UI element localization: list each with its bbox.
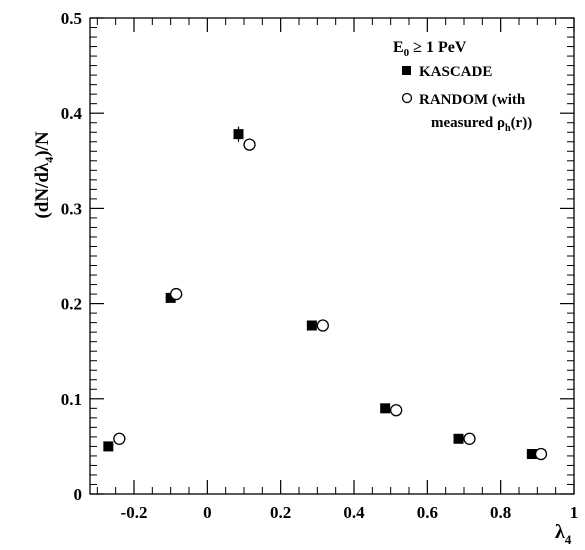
kascade-point [165, 292, 176, 303]
kascade-point [306, 320, 317, 331]
kascade-point [526, 449, 537, 460]
x-tick-label: 0.6 [417, 503, 438, 522]
legend-random-label-line2: measured ρh(r)) [431, 115, 532, 134]
kascade-point [453, 433, 464, 444]
random-point [170, 287, 183, 301]
x-axis-label: λ4 [555, 521, 572, 547]
legend-random-marker [401, 92, 413, 104]
legend-title: E0 ≥ 1 PeV [393, 39, 467, 59]
y-tick-label: 0.2 [61, 295, 82, 314]
y-axis-label-subscript: 4 [42, 157, 56, 163]
legend-title-e: E [393, 39, 404, 56]
y-axis-label-prefix: (dN/dλ [32, 162, 53, 218]
legend-title-rest: ≥ 1 PeV [409, 39, 467, 56]
y-axis-label-suffix: )/N [32, 131, 53, 157]
random-point [113, 432, 126, 445]
x-axis-label-subscript: 4 [565, 532, 572, 547]
y-tick-label: 0.3 [61, 199, 82, 218]
legend-random-label-rho: measured ρ [431, 115, 505, 131]
random-point [463, 432, 476, 445]
x-axis: -0.2 0 0.2 0.4 0.6 0.8 1 [96, 18, 579, 522]
kascade-point [380, 403, 391, 414]
x-tick-label: 0.4 [343, 503, 365, 522]
random-point [534, 447, 548, 461]
legend-title-subscript: 0 [404, 47, 410, 59]
legend: E0 ≥ 1 PeV KASCADE RANDOM (with measured… [393, 39, 532, 134]
x-axis-label-main: λ [555, 521, 565, 543]
x-tick-label: 1 [570, 503, 579, 522]
series-layer [103, 126, 548, 461]
kascade-point [233, 129, 244, 140]
y-tick-label: 0.5 [61, 9, 82, 28]
x-tick-label: 0 [203, 503, 212, 522]
y-tick-label: 0.1 [61, 390, 82, 409]
x-tick-label: -0.2 [121, 503, 148, 522]
plot-border [89, 17, 575, 495]
y-axis: 0 0.1 0.2 0.3 0.4 0.5 [61, 9, 574, 504]
plot-frame [89, 17, 575, 495]
random-point [390, 404, 403, 417]
y-tick-label: 0.4 [61, 104, 83, 123]
legend-random-label-subscript: h [505, 123, 511, 134]
y-axis-label: (dN/dλ4)/N [32, 131, 56, 218]
x-tick-label: 0.8 [490, 503, 511, 522]
legend-kascade-label: KASCADE [419, 64, 492, 80]
x-tick-label: 0.2 [270, 503, 291, 522]
random-point [243, 138, 256, 151]
kascade-point [103, 441, 114, 452]
legend-random-label-line1: RANDOM (with [419, 92, 526, 108]
random-point [316, 319, 329, 332]
legend-kascade-marker [402, 66, 411, 75]
legend-random-label-tail: (r)) [511, 115, 533, 131]
y-tick-label: 0 [74, 485, 83, 504]
